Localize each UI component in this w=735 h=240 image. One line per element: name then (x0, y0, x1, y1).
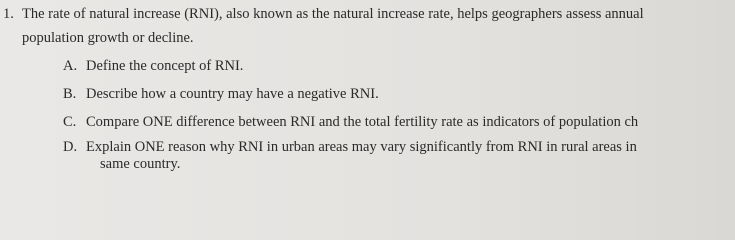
item-letter: B. (63, 86, 77, 102)
item-text: same country. (100, 156, 181, 172)
item-text: Define the concept of RNI. (86, 58, 244, 74)
item-letter: D. (63, 139, 78, 155)
question-stem: The rate of natural increase (RNI), also… (22, 6, 644, 22)
question-stem: population growth or decline. (22, 30, 194, 46)
question-number: 1. (3, 6, 14, 22)
item-letter: A. (63, 58, 78, 74)
item-text: Explain ONE reason why RNI in urban area… (86, 139, 637, 155)
page: 1. The rate of natural increase (RNI), al… (0, 0, 735, 172)
item-letter: C. (63, 114, 77, 130)
item-text: Describe how a country may have a negati… (86, 86, 379, 102)
item-text: Compare ONE difference between RNI and t… (86, 114, 639, 130)
